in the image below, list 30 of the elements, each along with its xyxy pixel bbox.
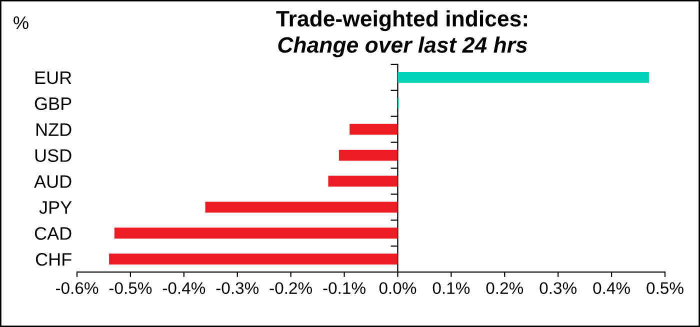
- x-tick-label: 0.3%: [540, 282, 576, 294]
- bar: [205, 202, 398, 213]
- x-tick-label: -0.1%: [323, 282, 366, 294]
- y-tick-label: NZD: [36, 123, 72, 136]
- y-tick-label: AUD: [34, 175, 72, 188]
- bar: [109, 254, 398, 265]
- x-tick-label: 0.5%: [646, 282, 684, 294]
- chart-subtitle: Change over last 24 hrs: [278, 36, 528, 58]
- y-tick-label: GBP: [34, 97, 72, 110]
- chart-title: Trade-weighted indices:: [276, 10, 527, 32]
- x-tick-label: 0.4%: [593, 282, 630, 294]
- bar: [398, 72, 649, 83]
- bar: [338, 150, 398, 161]
- y-tick-label: USD: [35, 149, 72, 162]
- y-tick-label: EUR: [35, 72, 72, 84]
- x-tick-label: -0.3%: [216, 282, 259, 294]
- bar: [114, 228, 398, 239]
- y-tick-label: CHF: [36, 253, 72, 266]
- bar: [350, 124, 398, 135]
- x-tick-label: -0.5%: [109, 282, 152, 294]
- x-tick-label: 0.2%: [486, 282, 524, 294]
- bar: [328, 176, 398, 187]
- x-tick-label: 0.1%: [432, 282, 470, 294]
- y-tick-label: CAD: [34, 227, 72, 240]
- x-tick-label: -0.2%: [270, 282, 312, 294]
- x-tick-label: -0.6%: [56, 282, 98, 294]
- x-tick-label: 0.0%: [379, 282, 416, 294]
- x-tick-label: -0.4%: [162, 282, 206, 294]
- y-axis-title: %: [14, 16, 28, 30]
- y-tick-label: JPY: [39, 201, 72, 214]
